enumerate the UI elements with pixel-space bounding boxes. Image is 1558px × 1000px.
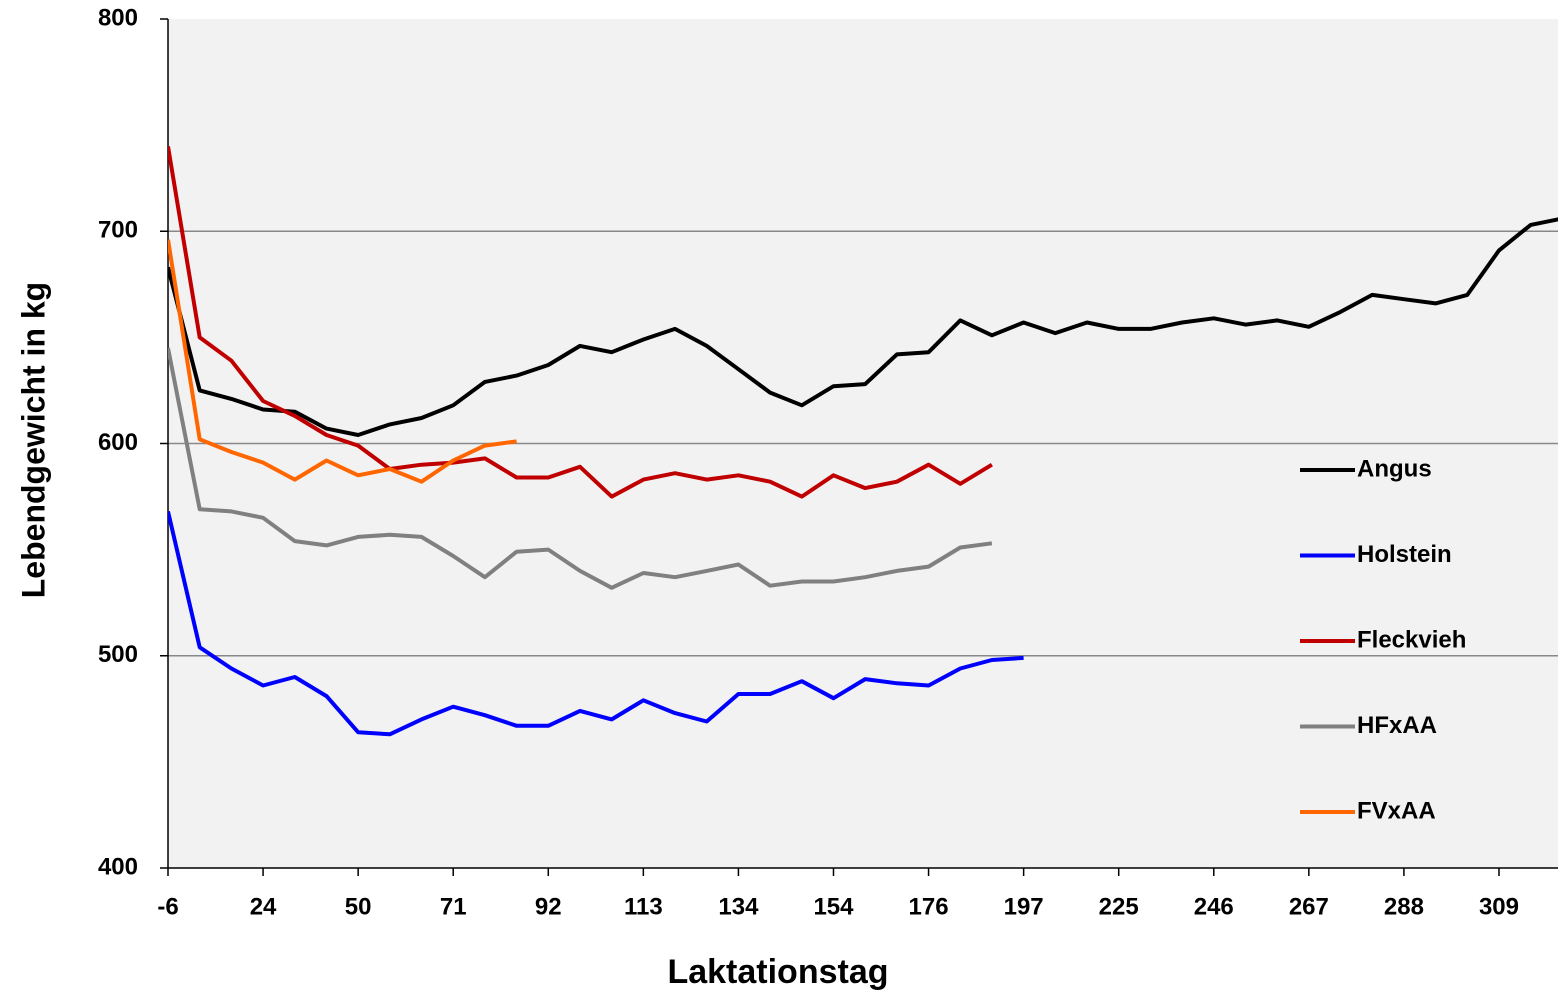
legend-label: Fleckvieh [1357,626,1466,653]
y-tick-label: 500 [98,641,138,668]
x-tick-label: 267 [1289,893,1329,920]
y-tick-label: 800 [98,4,138,31]
y-axis-title: Lebendgewicht in kg [15,282,51,598]
legend-label: Angus [1357,455,1432,482]
x-tick-label: 71 [440,893,467,920]
x-tick-label: 92 [535,893,562,920]
series-line [168,510,1024,737]
x-axis-title: Laktationstag [667,953,888,991]
x-tick-label: 154 [813,893,854,920]
series-line [168,217,1558,437]
y-tick-label: 600 [98,429,138,456]
series-line [168,347,993,590]
legend-label: Holstein [1357,541,1452,568]
plot [168,146,1558,737]
y-tick-label: 700 [98,217,138,244]
x-tick-label: 134 [718,893,759,920]
x-tick-label: -6 [157,893,178,920]
series-line [168,146,993,499]
x-tick-label: 197 [1004,893,1044,920]
x-tick-label: 309 [1479,893,1519,920]
legend-label: FVxAA [1357,797,1436,824]
x-tick-label: 246 [1194,893,1234,920]
legend-label: HFxAA [1357,712,1437,739]
x-tick-label: 50 [345,893,372,920]
x-tick-label: 176 [909,893,949,920]
x-tick-label: 24 [250,893,277,920]
series-line [168,239,517,484]
y-tick-label: 400 [98,853,138,880]
x-tick-label: 225 [1099,893,1139,920]
x-tick-label: 113 [624,893,663,920]
x-tick-label: 288 [1384,893,1424,920]
